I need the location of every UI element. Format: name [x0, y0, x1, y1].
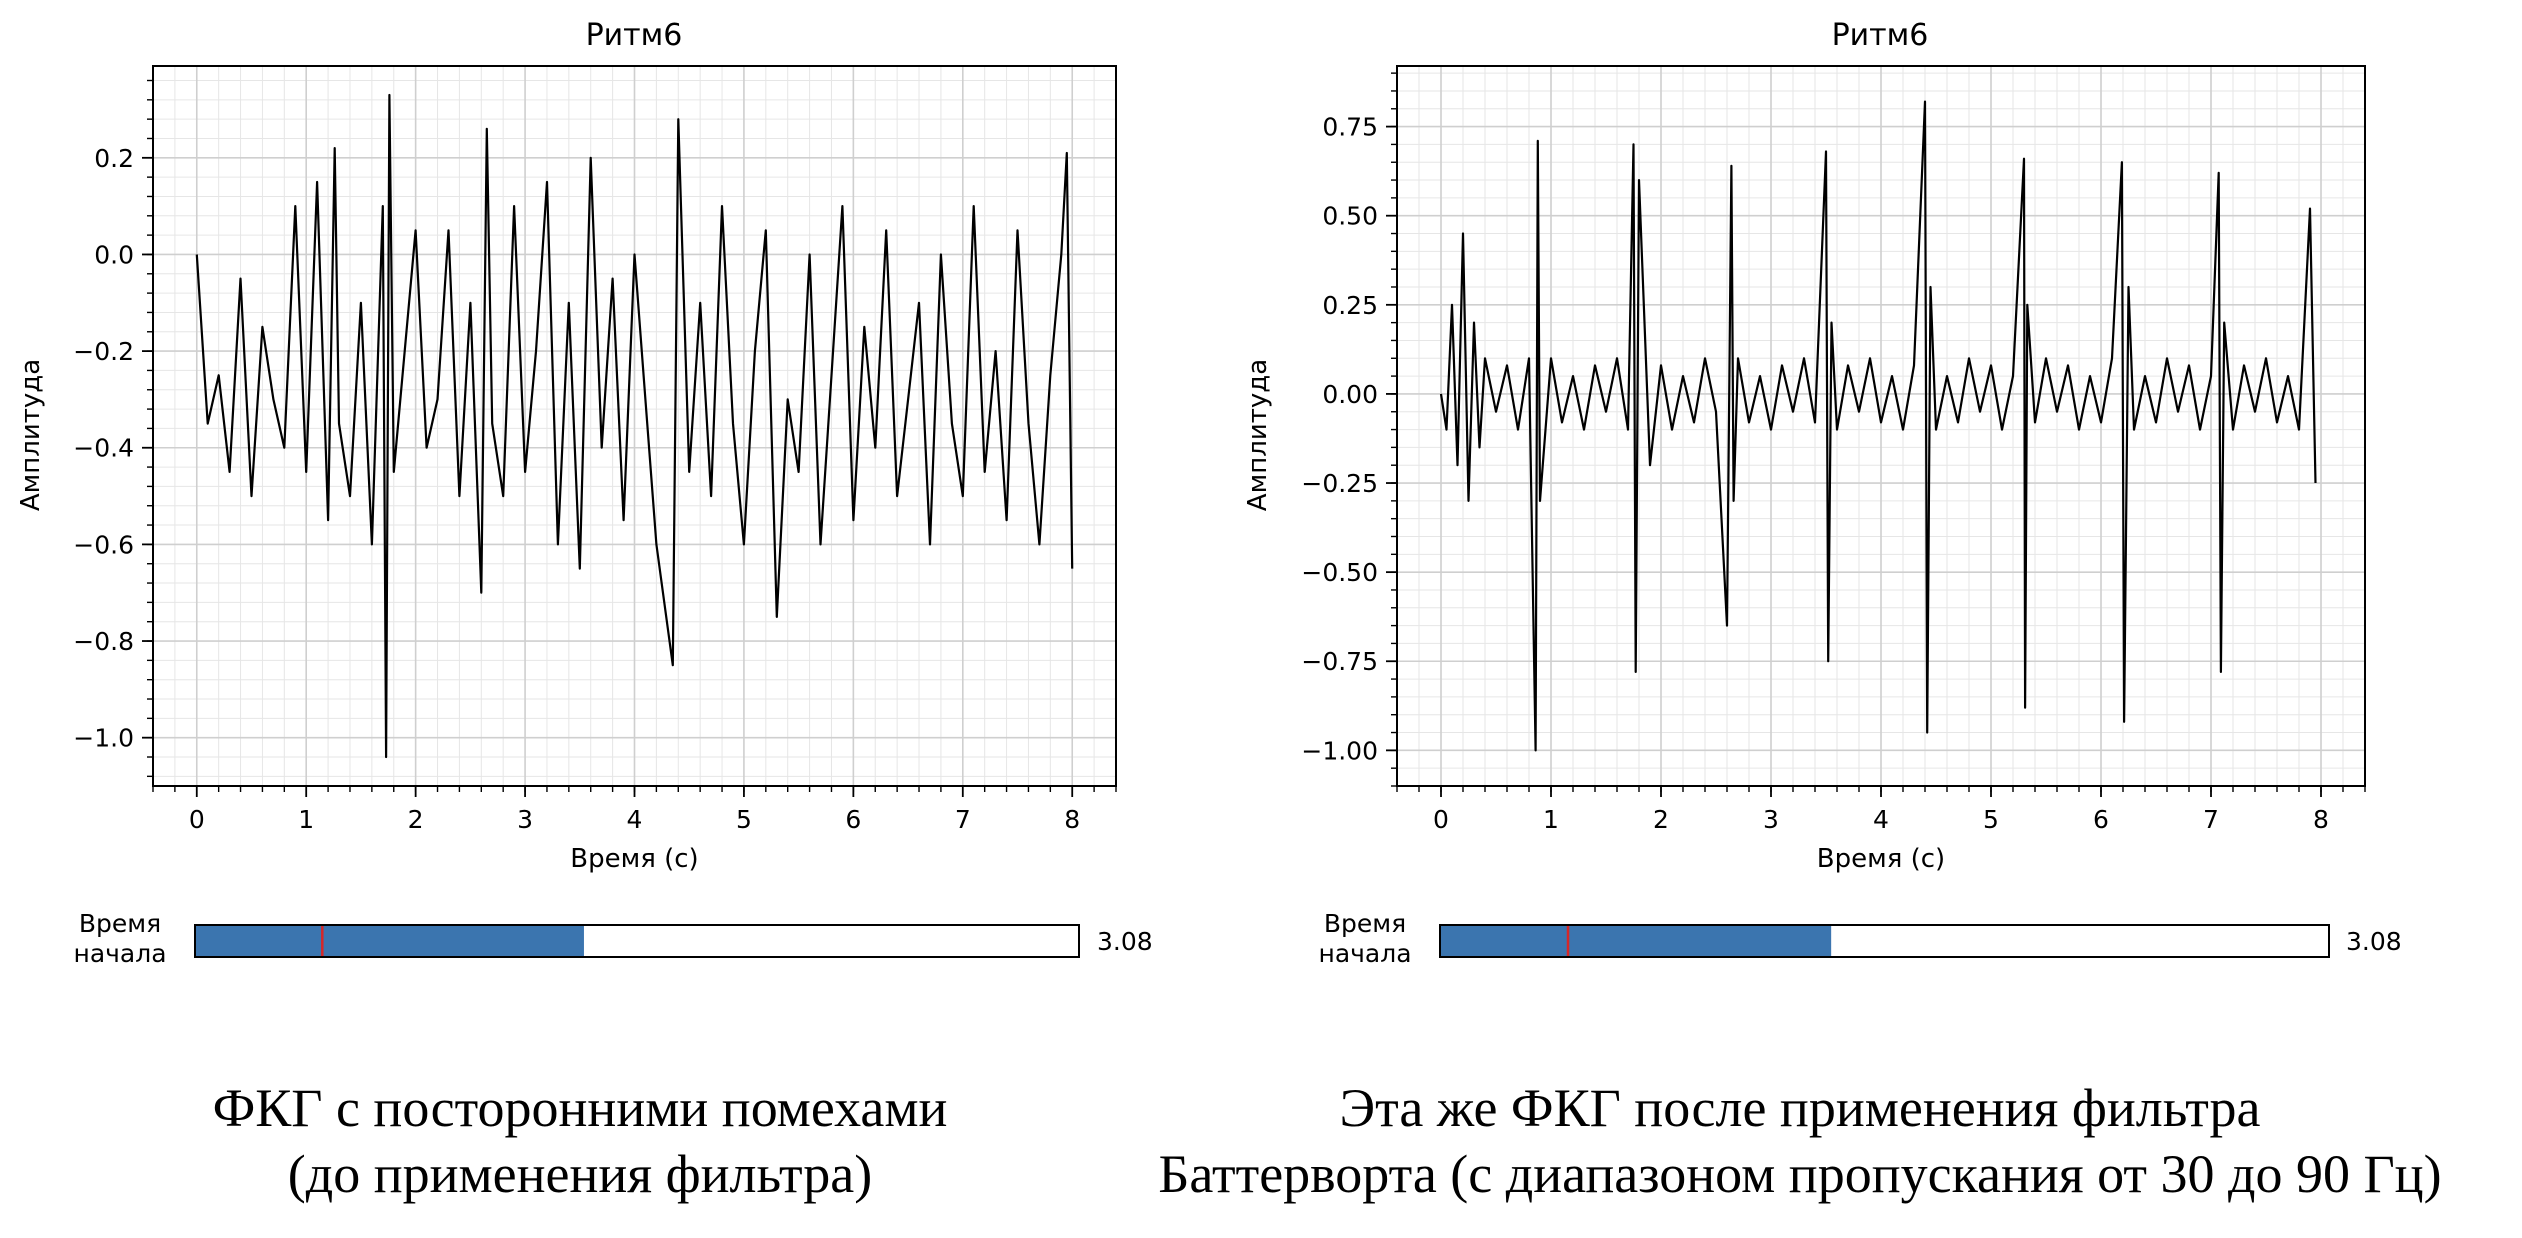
x-axis-label: Время (с)	[570, 844, 698, 874]
x-tick-label: 0	[1433, 805, 1449, 834]
slider-label-line1: Время	[1324, 909, 1406, 938]
x-tick-label: 3	[1763, 805, 1779, 834]
y-tick-label: −0.2	[73, 337, 134, 366]
signal-line	[1439, 100, 2317, 752]
y-tick-label: 0.00	[1322, 380, 1378, 409]
x-tick-label: 7	[955, 805, 971, 834]
x-tick-label: 8	[2313, 805, 2329, 834]
y-tick-label: −1.0	[73, 724, 134, 753]
y-tick-label: 0.25	[1322, 291, 1378, 320]
y-tick-label: −0.8	[73, 627, 134, 656]
x-tick-label: 5	[1983, 805, 1999, 834]
x-tick-label: 2	[1653, 805, 1669, 834]
slider-label-line1: Время	[79, 909, 161, 938]
y-tick-label: −0.75	[1301, 647, 1378, 676]
y-tick-label: −0.6	[73, 530, 134, 559]
x-tick-label: 5	[736, 805, 752, 834]
x-tick-label: 6	[2093, 805, 2109, 834]
caption-right: Эта же ФКГ после применения фильтра Батт…	[1100, 1075, 2500, 1207]
caption-right-line1: Эта же ФКГ после применения фильтра	[1339, 1078, 2261, 1138]
x-tick-label: 3	[517, 805, 533, 834]
x-tick-label: 1	[298, 805, 314, 834]
caption-left: ФКГ с посторонними помехами (до применен…	[80, 1075, 1080, 1207]
slider-label-line2: начала	[1318, 939, 1411, 968]
x-tick-label: 6	[845, 805, 861, 834]
y-tick-label: 0.50	[1322, 202, 1378, 231]
chart-title: Ритм6	[1832, 18, 1929, 53]
y-tick-label: 0.75	[1322, 113, 1378, 142]
x-tick-label: 1	[1543, 805, 1559, 834]
caption-left-line2: (до применения фильтра)	[287, 1144, 873, 1204]
y-axis-label: Амплитуда	[1243, 359, 1273, 511]
x-tick-label: 7	[2203, 805, 2219, 834]
x-tick-label: 2	[408, 805, 424, 834]
y-tick-label: −0.50	[1301, 558, 1378, 587]
x-tick-label: 8	[1064, 805, 1080, 834]
y-tick-label: −1.00	[1301, 736, 1378, 765]
y-tick-label: −0.25	[1301, 469, 1378, 498]
slider-value: 3.08	[1097, 927, 1153, 956]
x-tick-label: 4	[1873, 805, 1889, 834]
y-axis-label: Амплитуда	[16, 359, 46, 511]
y-tick-label: −0.4	[73, 434, 134, 463]
slider-value: 3.08	[2346, 927, 2402, 956]
x-axis-label: Время (с)	[1817, 844, 1945, 874]
chart-1: 0 1 2 3 4 5 6 7 8 0.2 0.0 −0.2 −0.4 −0.6 −0.8 −1.0 Ритм6…	[16, 18, 1153, 968]
caption-left-line1: ФКГ с посторонними помехами	[212, 1078, 948, 1138]
y-tick-label: 0.0	[94, 240, 134, 269]
slider-fill	[1441, 926, 1832, 956]
chart-2: 0 1 2 3 4 5 6 7 8 0.75 0.50 0.25 0.00 −0.25 −0.50 −0.75…	[1243, 18, 2402, 968]
x-tick-label: 0	[189, 805, 205, 834]
signal-line	[195, 93, 1074, 759]
caption-right-line2: Баттерворта (с диапазоном пропускания от…	[1158, 1144, 2442, 1204]
slider-fill	[196, 926, 584, 956]
x-tick-label: 4	[627, 805, 643, 834]
slider-label-line2: начала	[73, 939, 166, 968]
chart-title: Ритм6	[586, 18, 683, 53]
y-tick-label: 0.2	[94, 144, 134, 173]
